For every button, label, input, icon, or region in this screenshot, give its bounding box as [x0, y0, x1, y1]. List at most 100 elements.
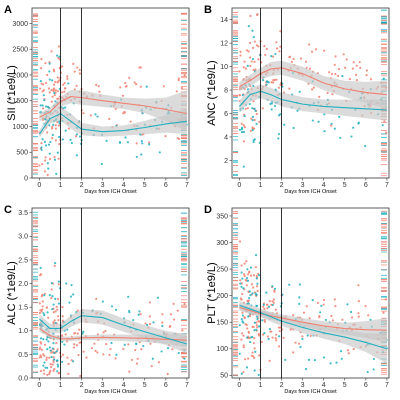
confidence-band — [39, 325, 187, 348]
data-point — [246, 336, 249, 339]
data-point — [248, 290, 251, 293]
data-point — [312, 86, 315, 89]
data-point — [346, 303, 349, 306]
data-point — [61, 353, 65, 356]
data-point — [243, 60, 246, 63]
data-point — [40, 310, 43, 313]
data-point — [277, 137, 280, 140]
data-point — [75, 154, 78, 157]
data-point — [124, 136, 127, 139]
data-point — [244, 67, 248, 70]
data-point — [240, 318, 243, 321]
y-tick-label: 150 — [216, 320, 228, 327]
data-point — [357, 284, 360, 287]
data-point — [270, 54, 273, 58]
data-point — [52, 68, 55, 71]
data-point — [253, 329, 256, 332]
data-point — [239, 279, 242, 282]
data-point — [240, 271, 243, 274]
data-point — [97, 85, 100, 88]
data-point — [135, 83, 138, 86]
data-point — [365, 69, 369, 72]
data-point — [298, 283, 302, 286]
data-point — [255, 328, 258, 331]
data-point — [44, 105, 48, 108]
data-point — [343, 66, 347, 69]
data-point — [322, 356, 326, 359]
data-point — [96, 351, 99, 354]
data-point — [53, 367, 56, 371]
data-point — [53, 155, 56, 159]
data-point — [342, 53, 345, 56]
data-point — [273, 290, 276, 293]
data-point — [245, 277, 249, 280]
data-point — [95, 83, 98, 86]
data-point — [308, 317, 311, 320]
data-point — [52, 320, 55, 324]
data-point — [78, 72, 81, 75]
data-point — [252, 127, 256, 130]
data-point — [105, 343, 108, 346]
data-point — [54, 310, 57, 313]
data-point — [52, 361, 55, 364]
data-point — [76, 332, 79, 335]
data-point — [244, 278, 247, 282]
data-point — [248, 296, 251, 300]
data-point — [48, 78, 51, 81]
data-point — [255, 274, 258, 278]
data-point — [40, 58, 43, 61]
data-point — [347, 352, 350, 355]
data-point — [268, 359, 271, 362]
data-point — [101, 300, 104, 303]
data-point — [109, 347, 112, 351]
data-point — [141, 142, 144, 145]
data-point — [56, 370, 59, 373]
data-point — [75, 133, 78, 136]
data-point — [43, 140, 47, 143]
data-point — [339, 350, 343, 353]
data-point — [52, 356, 55, 359]
data-point — [55, 305, 58, 308]
data-point — [46, 173, 49, 177]
data-point — [147, 141, 151, 144]
data-point — [278, 50, 281, 53]
data-point — [73, 343, 76, 346]
data-point — [242, 165, 245, 168]
data-point — [48, 91, 51, 94]
data-point — [319, 311, 322, 314]
data-point — [64, 333, 67, 336]
data-point — [288, 87, 291, 90]
y-tick-label: 350 — [216, 213, 228, 220]
data-point — [340, 357, 343, 360]
data-point — [382, 311, 385, 314]
data-point — [140, 153, 143, 156]
data-point — [67, 82, 70, 85]
data-point — [162, 85, 165, 88]
data-point — [243, 262, 246, 265]
data-point — [330, 124, 333, 127]
data-point — [144, 322, 147, 325]
x-tick-label: 6 — [164, 382, 168, 389]
data-point — [63, 81, 66, 85]
data-point — [350, 135, 353, 138]
data-point — [181, 329, 184, 332]
data-point — [246, 300, 250, 303]
data-point — [249, 266, 253, 269]
data-point — [308, 67, 312, 70]
data-point — [41, 305, 44, 308]
data-point — [261, 319, 264, 322]
data-point — [255, 277, 258, 280]
data-point — [242, 140, 245, 143]
data-point — [135, 342, 138, 345]
data-point — [270, 81, 273, 84]
fit-line — [239, 306, 387, 331]
data-point — [252, 341, 255, 345]
y-tick-label: 6 — [224, 111, 228, 118]
data-point — [104, 329, 107, 333]
data-point — [247, 331, 250, 334]
data-point — [48, 70, 51, 73]
data-point — [56, 308, 59, 311]
data-point — [346, 349, 350, 352]
y-axis-title: PLT (*1e9/L) — [206, 262, 218, 323]
y-tick-label: 3.5 — [18, 210, 28, 217]
